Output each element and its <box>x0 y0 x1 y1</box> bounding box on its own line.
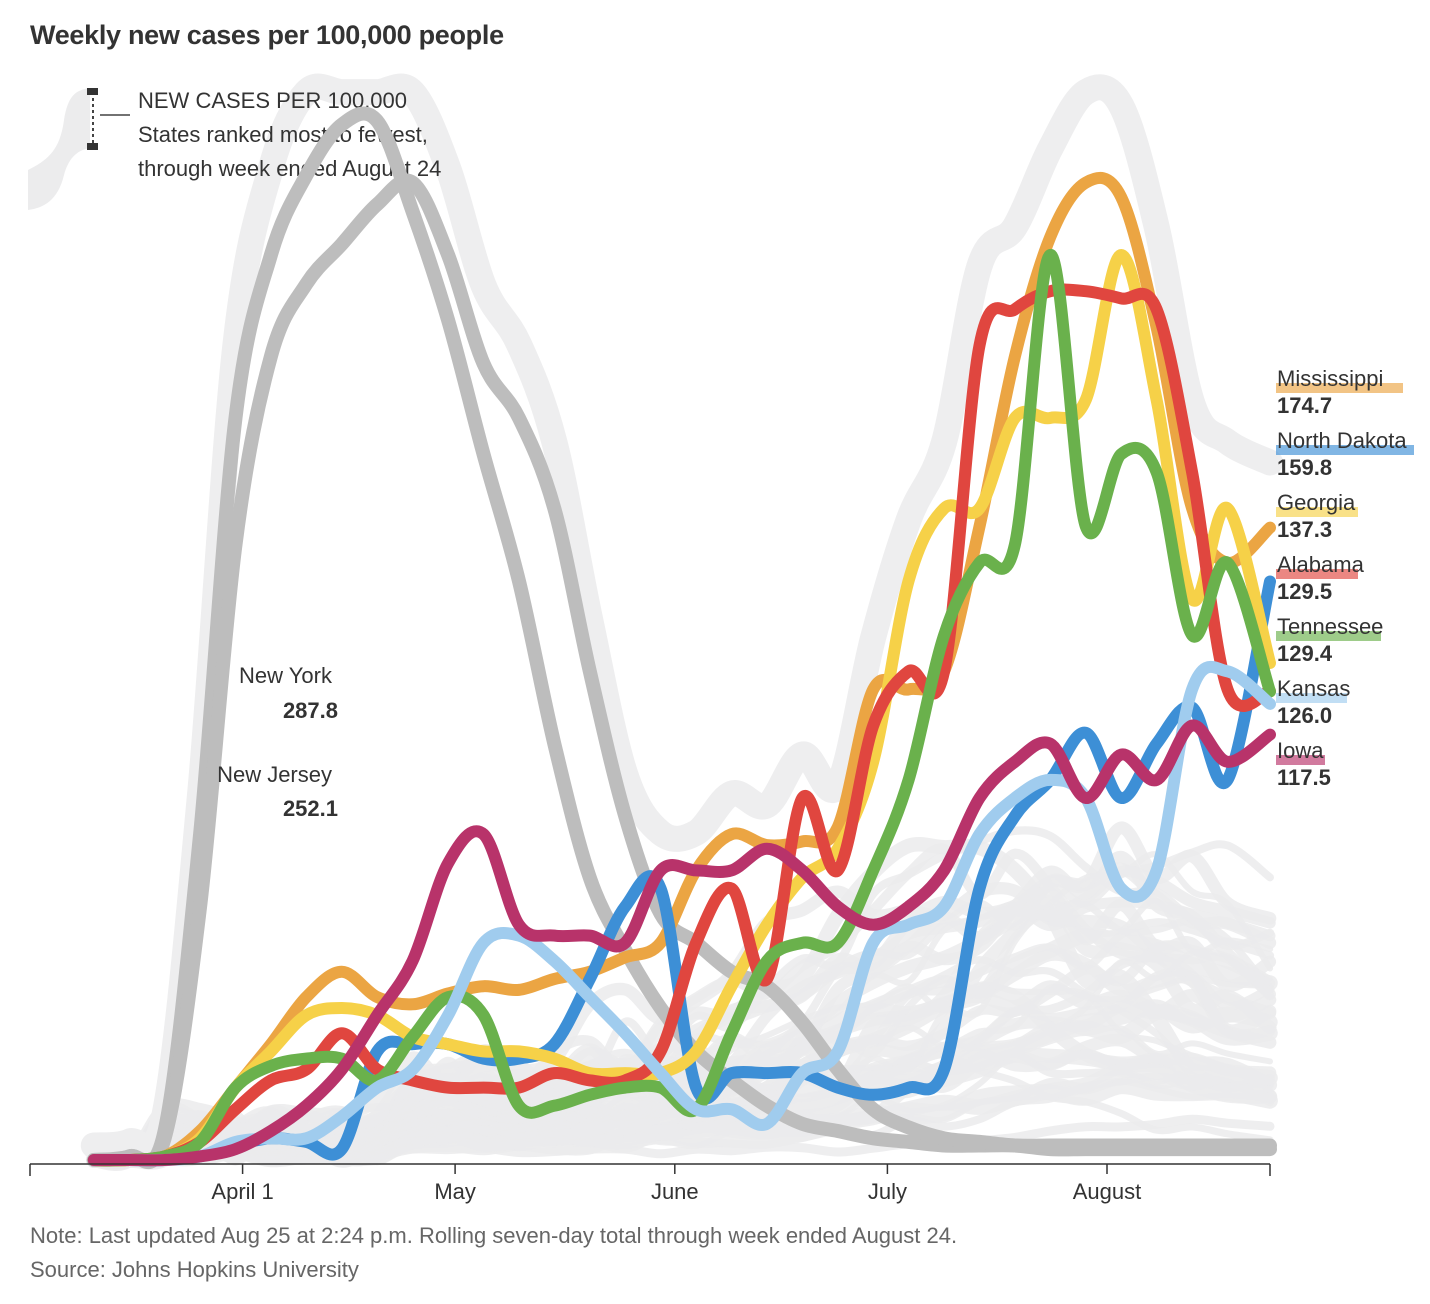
end-label-value-kansas: 126.0 <box>1277 703 1332 728</box>
end-label-value-north-dakota: 159.8 <box>1277 455 1332 480</box>
legend-sample-band <box>28 88 90 210</box>
end-label-swatch-iowa <box>1276 755 1325 765</box>
background-envelope-band <box>80 73 1283 1161</box>
end-label-value-tennessee: 129.4 <box>1277 641 1333 666</box>
x-tick-label: August <box>1073 1179 1142 1204</box>
series-line-iowa <box>87 719 1276 1167</box>
x-tick-label: June <box>651 1179 699 1204</box>
series-line-mississippi <box>87 171 1276 1167</box>
end-label-swatch-north-dakota <box>1276 445 1414 455</box>
chart-title: Weekly new cases per 100,000 people <box>30 20 504 50</box>
end-label-name-alabama: Alabama <box>1277 552 1365 577</box>
end-label-swatch-kansas <box>1276 693 1347 703</box>
legend-key: NEW CASES PER 100,000 States ranked most… <box>28 88 441 210</box>
series-line-tennessee <box>87 248 1276 1167</box>
end-label-name-georgia: Georgia <box>1277 490 1356 515</box>
x-axis: April 1 May June July August <box>29 1163 1271 1204</box>
end-label-value-alabama: 129.5 <box>1277 579 1332 604</box>
series-label-new-york: New York <box>239 663 333 688</box>
x-tick-label: April 1 <box>211 1179 273 1204</box>
end-label-swatch-georgia <box>1276 507 1358 517</box>
series-line-new-jersey <box>86 173 1277 1169</box>
end-label-value-georgia: 137.3 <box>1277 517 1332 542</box>
legend-bracket-top <box>87 88 98 95</box>
end-label-swatch-alabama <box>1276 569 1358 579</box>
new-york-new-jersey-labels: New York 287.8 New Jersey 252.1 <box>217 663 338 821</box>
series-layer <box>86 106 1277 1170</box>
end-label-name-mississippi: Mississippi <box>1277 366 1383 391</box>
end-label-value-mississippi: 174.7 <box>1277 393 1332 418</box>
series-value-new-york: 287.8 <box>283 698 338 723</box>
end-label-name-north-dakota: North Dakota <box>1277 428 1407 453</box>
end-label-swatch-mississippi <box>1276 383 1403 393</box>
footer-source: Source: Johns Hopkins University <box>30 1257 359 1282</box>
end-label-value-iowa: 117.5 <box>1277 765 1331 790</box>
background-state-line <box>86 1062 1278 1169</box>
end-label-name-tennessee: Tennessee <box>1277 614 1383 639</box>
x-tick-label: July <box>868 1179 907 1204</box>
series-label-new-jersey: New Jersey <box>217 762 332 787</box>
end-label-swatch-tennessee <box>1276 631 1381 641</box>
end-label-name-kansas: Kansas <box>1277 676 1350 701</box>
legend-bracket-bottom <box>87 143 98 150</box>
x-tick-label: May <box>434 1179 476 1204</box>
series-line-georgia <box>87 249 1276 1167</box>
footer-note: Note: Last updated Aug 25 at 2:24 p.m. R… <box>30 1223 958 1248</box>
series-value-new-jersey: 252.1 <box>283 796 338 821</box>
end-label-name-iowa: Iowa <box>1277 738 1324 763</box>
